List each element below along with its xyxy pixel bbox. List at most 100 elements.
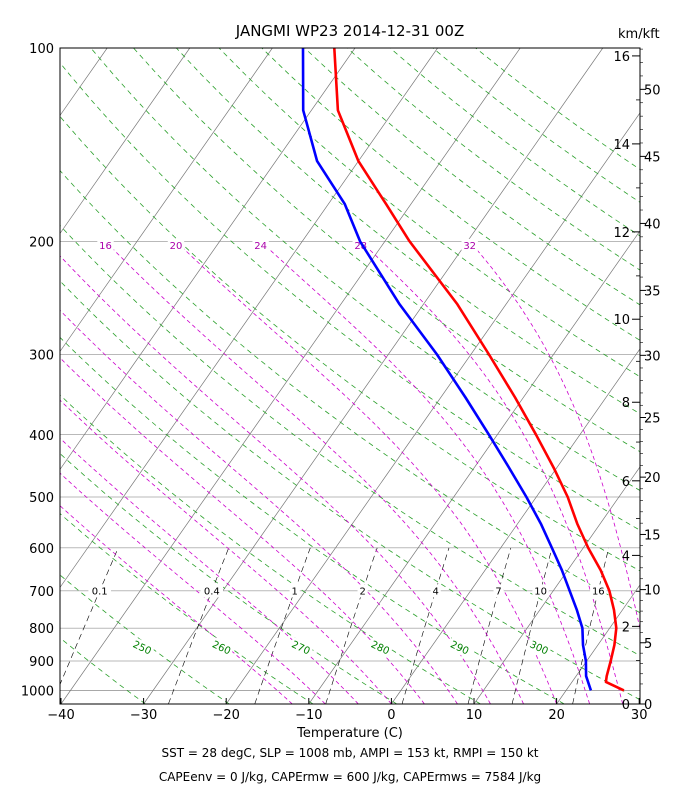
dry-adiabat-label-bg xyxy=(208,636,235,659)
mixing-ratio-label-group: 1 xyxy=(289,584,300,598)
kft-tick-label: 15 xyxy=(644,528,661,543)
dry-adiabat-line xyxy=(60,280,640,701)
moist-adiabat-label: 28 xyxy=(354,241,367,252)
moist-adiabat-label: 32 xyxy=(463,241,476,252)
isotherm-line xyxy=(638,702,640,704)
footer-line-2: CAPEenv = 0 J/kg, CAPErmw = 600 J/kg, CA… xyxy=(158,770,542,784)
mixing-ratio-label-bg xyxy=(590,584,607,598)
mixing-ratio-label-bg xyxy=(88,584,112,598)
plot-frame xyxy=(59,47,641,705)
footer-line-1: SST = 28 degC, SLP = 1008 mb, AMPI = 153… xyxy=(161,746,539,760)
isotherm-line xyxy=(225,112,640,704)
moist-adiabat-label-group: 20 xyxy=(167,238,185,252)
mixing-ratio-line xyxy=(254,547,311,704)
kft-tick-label: 40 xyxy=(644,217,661,232)
kft-tick-label: 30 xyxy=(644,349,661,364)
moist-adiabat-label-bg xyxy=(167,238,185,252)
mixing-ratio-label: 0.1 xyxy=(92,586,108,597)
km-tick-label: 0 xyxy=(622,698,630,713)
moist-adiabat-label: 24 xyxy=(254,241,267,252)
isotherm-line xyxy=(60,48,273,353)
moist-adiabat-line xyxy=(60,255,491,704)
isotherm-line xyxy=(308,230,640,704)
moist-adiabat-line xyxy=(60,309,458,704)
x-tick-label: 30 xyxy=(631,708,648,723)
isotherm-line xyxy=(60,48,521,704)
mixing-ratio-label-group: 2 xyxy=(357,584,368,598)
kft-tick-label: 50 xyxy=(644,83,661,98)
moist-adiabat-line xyxy=(60,505,293,704)
mixing-ratio-label-group: 0.4 xyxy=(200,584,224,598)
dry-adiabat-line xyxy=(60,453,397,704)
mixing-ratio-label-group: 4 xyxy=(430,584,441,598)
pressure-tick-label: 800 xyxy=(29,622,54,637)
dry-adiabat-line xyxy=(60,637,146,704)
dry-adiabat-line xyxy=(60,224,640,657)
mixing-ratio-label: 7 xyxy=(495,586,501,597)
isotherm-line xyxy=(60,48,108,117)
mixing-ratio-line xyxy=(572,547,609,704)
x-tick-label: −20 xyxy=(212,708,239,723)
dry-adiabat-line xyxy=(60,394,481,704)
km-tick-label: 4 xyxy=(622,549,630,564)
dry-adiabat-label-group: 270 xyxy=(288,636,315,659)
x-axis-label: Temperature (C) xyxy=(296,726,403,741)
isotherm-line xyxy=(60,48,438,589)
dry-adiabat-line xyxy=(176,48,640,415)
km-tick-label: 10 xyxy=(613,313,630,328)
kft-tick-label: 10 xyxy=(644,584,661,599)
dry-adiabat-line xyxy=(475,48,640,170)
mixing-ratio-label-group: 0.1 xyxy=(88,584,112,598)
dry-adiabat-label-group: 260 xyxy=(208,636,235,659)
mixing-ratio-line xyxy=(60,547,119,686)
pressure-tick-label: 200 xyxy=(29,235,54,250)
pressure-tick-label: 400 xyxy=(29,429,54,444)
dry-adiabat-label-group: 300 xyxy=(526,636,553,659)
mixing-ratio-label-bg xyxy=(289,584,300,598)
mixing-ratio-line xyxy=(511,547,553,704)
moist-adiabat-line xyxy=(60,357,425,704)
dry-adiabat-line xyxy=(60,513,314,704)
dry-adiabat-label-bg xyxy=(446,636,473,659)
mixing-ratio-label-bg xyxy=(430,584,441,598)
moist-adiabat-line xyxy=(60,472,326,704)
moist-adiabat-line xyxy=(105,241,524,704)
mixing-ratio-label-bg xyxy=(200,584,224,598)
dry-adiabat-line xyxy=(60,115,640,572)
dry-adiabat-line xyxy=(432,48,640,203)
dry-adiabat-label-group: 250 xyxy=(129,636,156,659)
environment-temperature-line xyxy=(301,48,593,691)
moist-adiabat-line xyxy=(469,241,640,631)
moist-adiabat-label-group: 16 xyxy=(97,238,114,252)
mixing-ratio-line xyxy=(401,547,450,704)
pressure-tick-label: 900 xyxy=(29,655,54,670)
right-axis-label: km/kft xyxy=(618,27,660,42)
mixing-ratio-line xyxy=(467,547,512,704)
pressure-tick-label: 300 xyxy=(29,348,54,363)
moist-adiabat-label-group: 8 xyxy=(0,239,1,252)
mixing-ratio-line xyxy=(168,547,229,704)
mixing-ratio-label: 4 xyxy=(432,586,438,597)
moist-adiabat-label-bg xyxy=(0,239,1,252)
km-tick-label: 2 xyxy=(622,620,630,635)
dry-adiabat-label-group: 280 xyxy=(367,636,394,659)
mixing-ratio-label: 1 xyxy=(291,586,297,597)
isotherm-line xyxy=(391,348,640,704)
kft-tick-label: 25 xyxy=(644,411,661,426)
dry-adiabat-label-bg xyxy=(129,636,156,659)
dry-adiabat-line xyxy=(60,702,62,704)
moist-adiabat-line xyxy=(175,241,557,704)
x-tick-label: 0 xyxy=(387,708,395,723)
moist-adiabat-label-bg xyxy=(461,238,478,252)
x-tick-label: −30 xyxy=(130,708,157,723)
isotherm-line xyxy=(60,48,356,471)
mixing-ratio-label: 2 xyxy=(359,586,365,597)
dry-adiabat-line xyxy=(60,336,565,704)
km-tick-label: 14 xyxy=(613,138,630,153)
dry-adiabat-line xyxy=(133,48,640,453)
mixing-ratio-label-bg xyxy=(532,584,549,598)
moist-adiabat-label-bg xyxy=(97,238,114,252)
isotherm-line xyxy=(473,466,640,704)
kft-tick-label: 20 xyxy=(644,471,661,486)
